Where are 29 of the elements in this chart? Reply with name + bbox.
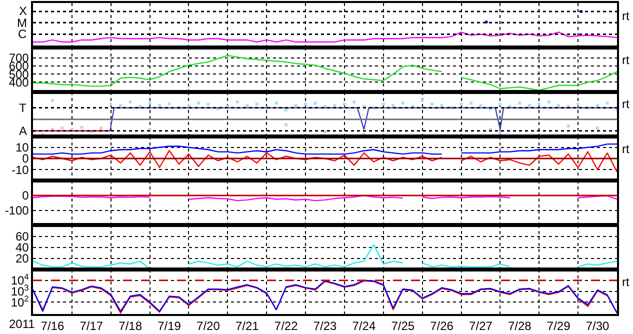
x-tick-label: 7/16 — [40, 319, 64, 334]
x-tick-label: 7/22 — [274, 319, 298, 334]
y-tick-label: 60 — [15, 229, 30, 244]
y-tick-label: 0 — [22, 188, 30, 203]
x-tick-label: 7/23 — [313, 319, 337, 334]
ref-line-label: T — [19, 101, 27, 115]
x-tick-label: 7/29 — [546, 319, 571, 334]
ref-line-label: M — [17, 16, 27, 30]
x-tick-label: 7/27 — [469, 319, 493, 334]
x-tick-label: 7/19 — [158, 319, 182, 334]
x-tick-label: 7/21 — [235, 319, 260, 334]
x-tick-label: 7/20 — [196, 319, 220, 334]
x-tick-label: 7/26 — [430, 319, 454, 334]
text: rt — [622, 97, 630, 111]
ref-line-label: C — [18, 27, 27, 41]
x-tick-label: 7/17 — [80, 319, 104, 334]
y-tick-label: -100 — [4, 204, 30, 218]
x-tick-label: 7/18 — [118, 319, 142, 334]
text: rt — [622, 9, 630, 23]
x-tick-label: 7/25 — [391, 319, 415, 334]
x-tick-label: 7/24 — [352, 319, 376, 334]
text: rt — [622, 53, 630, 67]
x-axis-title: 2011 — [9, 317, 36, 331]
ref-line-label: A — [19, 124, 28, 138]
x-tick-label: 7/30 — [586, 319, 610, 334]
text: rt — [622, 142, 630, 156]
ref-line-label: X — [19, 4, 28, 18]
text: rt — [622, 275, 630, 289]
x-tick-label: 7/28 — [508, 319, 532, 334]
